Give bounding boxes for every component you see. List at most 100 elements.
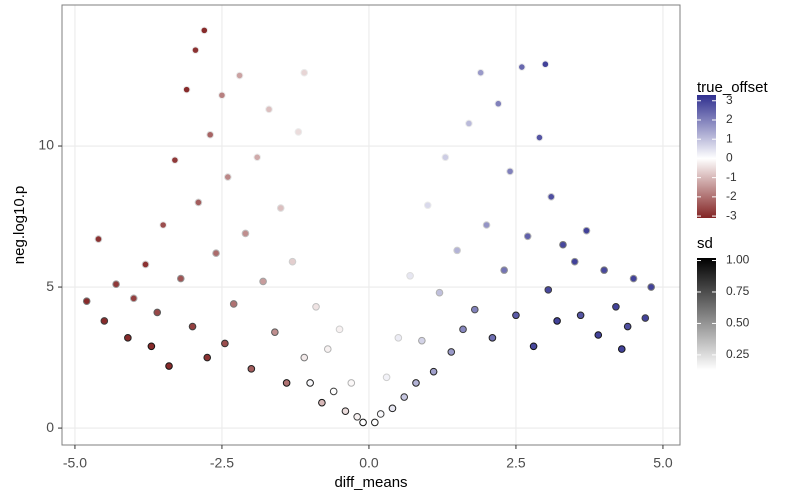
point [194, 198, 203, 207]
point [253, 153, 262, 162]
point [435, 288, 444, 297]
point [570, 257, 579, 266]
point [288, 257, 297, 266]
point [541, 60, 550, 69]
legends: -3 -2 -1 0 1 2 3 0.25 0.50 0.75 1.00 [697, 93, 750, 361]
point [353, 412, 361, 421]
point [612, 302, 620, 311]
point [300, 353, 309, 362]
point [147, 342, 156, 351]
point [494, 99, 503, 108]
point [376, 410, 385, 418]
point [459, 325, 467, 334]
y-tick-label: 5 [46, 278, 54, 294]
point [506, 167, 514, 176]
x-tick-label: 2.5 [506, 455, 526, 471]
y-axis-title: neg.log10.p [11, 186, 28, 264]
point [500, 266, 508, 274]
y-tick-label: 0 [46, 419, 54, 435]
point [229, 300, 238, 308]
point [371, 418, 379, 427]
y-tick-label: 10 [38, 137, 54, 153]
color-tick-label: -2 [726, 189, 737, 203]
point [523, 232, 532, 241]
sd-legend-title: sd [697, 235, 713, 252]
point [224, 173, 232, 181]
color-tick-label: 0 [726, 151, 733, 165]
sd-tick-label: 0.50 [726, 316, 750, 330]
color-tick-label: 1 [726, 131, 733, 145]
point [394, 334, 403, 342]
point [582, 226, 591, 235]
point [82, 297, 91, 305]
point [388, 404, 397, 413]
x-tick-label: 0.0 [359, 455, 379, 471]
point [482, 221, 491, 229]
point [221, 339, 229, 348]
color-legend-title: true_offset [697, 79, 768, 96]
point [400, 393, 409, 401]
point [165, 362, 173, 370]
point [544, 286, 553, 294]
point [418, 336, 426, 345]
point [347, 379, 356, 387]
point [335, 325, 344, 334]
point [518, 63, 526, 71]
point [447, 348, 456, 356]
point [512, 311, 520, 320]
point [206, 130, 214, 139]
point [153, 308, 162, 317]
sd-tick-label: 0.75 [726, 284, 750, 298]
point [159, 221, 167, 229]
point [200, 26, 209, 35]
point [176, 274, 185, 283]
point [300, 68, 309, 77]
plot-border [61, 4, 681, 446]
point [188, 322, 197, 331]
point [94, 235, 103, 243]
point [429, 367, 438, 376]
point [203, 353, 212, 362]
point [282, 379, 291, 387]
point [276, 204, 285, 212]
point [535, 133, 544, 142]
point [312, 302, 320, 311]
x-tick-label: 5.0 [653, 455, 673, 471]
point [141, 260, 150, 269]
point [629, 274, 638, 283]
point [441, 153, 450, 162]
point [623, 322, 632, 331]
sd-bar [697, 258, 716, 370]
point [341, 407, 350, 415]
point [641, 314, 650, 322]
point [124, 334, 132, 342]
color-tick-label: -1 [726, 170, 737, 184]
point [247, 365, 256, 373]
sd-tick-label: 0.25 [726, 347, 750, 361]
x-tick-label: -5.0 [63, 455, 87, 471]
color-tick-label: 3 [726, 93, 733, 107]
point [100, 317, 109, 325]
point [259, 277, 267, 286]
point [529, 342, 538, 351]
point [453, 246, 461, 255]
point [576, 311, 585, 320]
point [406, 271, 414, 280]
point [617, 345, 626, 353]
point [241, 229, 250, 238]
point [559, 240, 567, 249]
points [82, 26, 655, 427]
point [465, 119, 473, 128]
point [470, 305, 479, 314]
x-tick-label: -2.5 [210, 455, 234, 471]
point [318, 398, 326, 407]
point [294, 128, 303, 136]
point [171, 156, 179, 164]
point [594, 331, 603, 339]
point [112, 280, 120, 289]
point [600, 266, 608, 274]
plot-panel [62, 5, 680, 445]
axes: -5.0 -2.5 0.0 2.5 5.0 0 5 10 [38, 137, 672, 471]
